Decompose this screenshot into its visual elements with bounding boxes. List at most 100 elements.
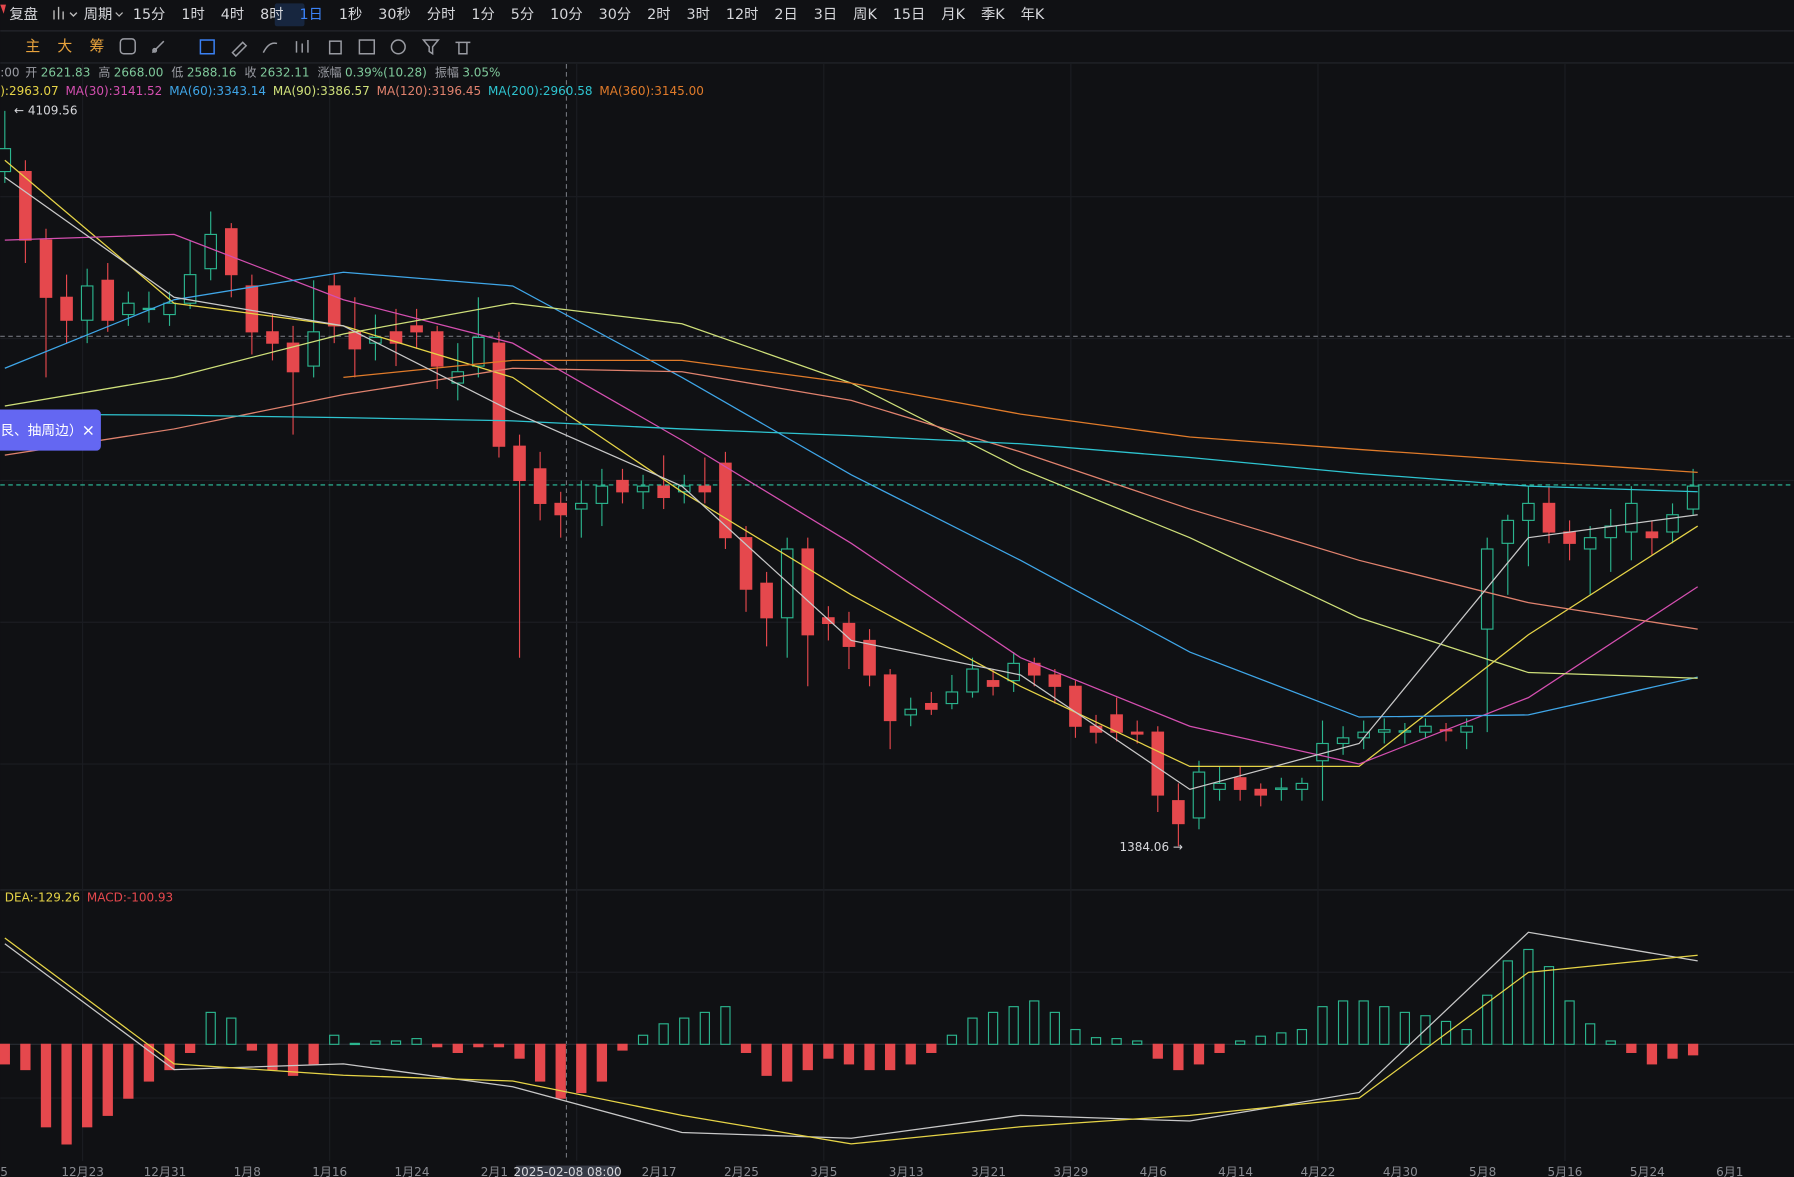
period-button[interactable]: 复盘 (9, 5, 38, 23)
candle-body (307, 331, 320, 367)
period-button[interactable]: 周期 (84, 6, 113, 23)
candle-body (1686, 485, 1700, 510)
macd-bar (1090, 1037, 1102, 1045)
macd-bar (61, 1043, 72, 1145)
tag-close[interactable]: × (82, 421, 95, 440)
macd-bar (102, 1043, 113, 1116)
candle-body (1604, 525, 1618, 539)
candle-body (225, 228, 238, 276)
candle-body (1377, 729, 1391, 733)
period-button[interactable]: 季K (981, 6, 1005, 23)
macd-bar (1605, 1040, 1616, 1045)
period-button[interactable]: 1分 (471, 6, 494, 23)
macd-bar (782, 1043, 793, 1082)
macd-bar (370, 1040, 381, 1045)
drawing-tools[interactable] (119, 38, 471, 58)
period-button[interactable]: 30秒 (378, 6, 410, 23)
macd-bar (534, 1043, 546, 1082)
candle-body (966, 668, 979, 693)
macd-bar (205, 1011, 216, 1045)
macd-bar (1667, 1043, 1678, 1059)
x-label: 5月8 (1469, 1165, 1496, 1177)
ma-legend: MA(30):3141.52 (65, 84, 162, 98)
period-button[interactable]: 30分 (599, 6, 631, 23)
info-label: 收 (245, 66, 257, 80)
period-button[interactable]: 8时 (260, 6, 283, 23)
period-button[interactable]: 1秒 (339, 6, 362, 23)
period-button[interactable]: 1日 (300, 7, 323, 23)
chart-type-icon[interactable] (53, 6, 78, 20)
candle-body (1336, 737, 1350, 745)
macd-bar (287, 1043, 299, 1076)
ma-legend: MA(200):2960.58 (488, 84, 593, 98)
macd-bar (1543, 966, 1555, 1045)
macd-bar (1214, 1043, 1225, 1053)
period-button[interactable]: 月K (941, 7, 965, 23)
candle-body (410, 325, 423, 333)
candle-body (472, 336, 485, 367)
period-button[interactable]: 15日 (893, 7, 925, 23)
period-button[interactable]: 1时 (181, 6, 204, 23)
low-label: 1384.06 → (1119, 840, 1183, 854)
candle-body (492, 342, 506, 447)
candle-body (698, 485, 712, 493)
crosshair-label: 2025-02-08 08:00 (514, 1165, 622, 1177)
x-label: 3月21 (971, 1165, 1006, 1177)
period-button[interactable]: 4时 (221, 6, 244, 23)
period-button[interactable]: 周K (853, 7, 877, 23)
period-button[interactable]: 2时 (647, 6, 670, 23)
period-button[interactable]: 年K (1021, 6, 1045, 23)
period-button[interactable]: 5分 (511, 6, 534, 23)
indicator-button[interactable]: 筹 (89, 37, 104, 55)
candle-body (1172, 800, 1185, 825)
ma-line (4, 176, 1698, 791)
candle-body (822, 617, 835, 625)
x-label: 12月31 (144, 1165, 187, 1177)
period-button[interactable]: 3时 (687, 6, 710, 23)
x-label: 5月24 (1630, 1165, 1665, 1177)
macd-bar (1564, 1000, 1575, 1045)
indicator-button[interactable]: 大 (57, 37, 72, 55)
candle-body (1275, 787, 1288, 790)
candle-body (266, 331, 279, 344)
info-label: 低 (171, 66, 183, 80)
macd-bar (432, 1043, 443, 1048)
macd-bar (1008, 1006, 1019, 1045)
macd-bar (82, 1043, 93, 1128)
period-button[interactable]: 10分 (550, 6, 582, 23)
period-button[interactable]: 3日 (814, 7, 837, 23)
macd-bar (267, 1043, 278, 1071)
tag-bg[interactable] (0, 409, 101, 451)
x-label: 6月1 (1716, 1165, 1743, 1177)
candle-body (780, 548, 794, 619)
candle-body (1130, 731, 1144, 735)
period-button[interactable]: 2日 (774, 7, 797, 23)
candle-body (863, 639, 876, 676)
ma-line (4, 271, 1698, 718)
x-label: 4月14 (1218, 1165, 1253, 1177)
period-button[interactable]: 15分 (133, 6, 165, 23)
candle-body (575, 502, 588, 510)
period-button[interactable]: 分时 (427, 6, 456, 23)
candle-body (1522, 502, 1535, 521)
macd-bar (1029, 1000, 1040, 1045)
indicator-button[interactable]: 主 (25, 37, 40, 55)
macd-bar (1523, 948, 1534, 1045)
candle-body (1542, 502, 1556, 533)
replay-icon[interactable] (0, 4, 6, 14)
macd-bar (637, 1034, 649, 1045)
macd-bar (1049, 1011, 1060, 1045)
candle-body (554, 502, 568, 516)
macd-bar (761, 1043, 772, 1076)
active-period-bg (274, 3, 305, 27)
macd-bar (679, 1017, 690, 1045)
macd-bar (1502, 960, 1513, 1045)
period-button[interactable]: 12时 (726, 6, 758, 23)
macd-bar (1646, 1043, 1658, 1065)
ma-line (4, 413, 1698, 493)
candle-body (925, 702, 938, 710)
macd-bar (1173, 1043, 1184, 1071)
x-label: 3月5 (810, 1165, 837, 1177)
candle-body (1645, 531, 1659, 539)
candle-body (1069, 685, 1082, 727)
